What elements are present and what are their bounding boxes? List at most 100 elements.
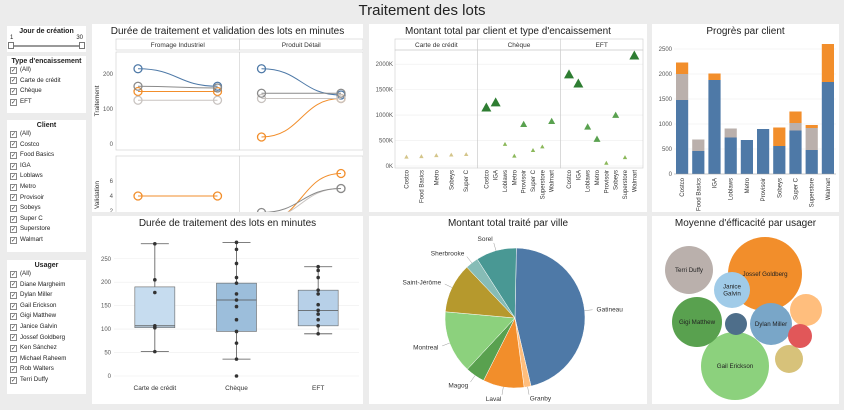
client-filter-item[interactable]: ✓ Provisoir [7, 193, 86, 204]
dumbbell-point [336, 183, 346, 194]
x-tick-label: Costco [680, 177, 686, 196]
progress-title: Progrès par client [706, 26, 785, 37]
user-filter-item[interactable]: ✓ Michael Raheem [7, 354, 86, 365]
checkbox-icon[interactable]: ✓ [10, 204, 17, 212]
amount-marker [604, 160, 609, 165]
payment-filter-item[interactable]: ✓ Carte de crédit [7, 76, 86, 87]
progress-bar-segment [676, 62, 689, 74]
x-tick-label: Costco [484, 169, 490, 188]
user-filter-item[interactable]: ✓ Jossef Goldberg [7, 333, 86, 344]
checkbox-icon[interactable]: ✓ [10, 334, 17, 342]
client-filter-label: (All) [20, 130, 31, 137]
progress-bar-segment [789, 111, 802, 123]
user-bubble-label: Terri Duffy [675, 267, 704, 274]
client-filter-item[interactable]: ✓ IGA [7, 161, 86, 172]
column-header [239, 38, 363, 51]
progress-bar-segment [805, 150, 818, 174]
y-tick-label: 500 [662, 147, 673, 153]
checkbox-icon[interactable]: ✓ [10, 291, 17, 299]
checkbox-icon[interactable]: ✓ [10, 313, 17, 321]
client-filter-label: Metro [20, 182, 36, 190]
box-point [234, 281, 239, 285]
progress-bar-segment [724, 137, 737, 174]
checkbox-icon[interactable]: ✓ [10, 173, 17, 181]
user-filter-label: Jossef Goldberg [20, 333, 66, 341]
client-filter-item[interactable]: ✓ Metro [7, 182, 86, 193]
user-bubble-label: Gigi Matthew [679, 319, 716, 326]
payment-filter-item[interactable]: ✓ Chèque [7, 86, 86, 97]
client-filter-item[interactable]: ✓ Walmart [7, 235, 86, 246]
checkbox-icon[interactable]: ✓ [10, 151, 17, 159]
dumbbell-point [133, 64, 143, 74]
payment-filter-item[interactable]: ✓ EFT [7, 97, 86, 108]
client-filter-item[interactable]: ✓ Super C [7, 214, 86, 225]
pie-slice [514, 247, 586, 387]
column-frame [394, 49, 478, 169]
user-filter-item[interactable]: ✓ (All) [7, 269, 86, 280]
checkbox-icon[interactable]: ✓ [10, 141, 17, 149]
day-slider[interactable]: 1 30 [7, 35, 86, 49]
checkbox-icon[interactable]: ✓ [10, 281, 17, 289]
dumbbell-line [287, 173, 342, 212]
user-filter-item[interactable]: ✓ Janice Galvin [7, 322, 86, 333]
checkbox-icon[interactable]: ✓ [10, 77, 17, 85]
amount-chart: 0K 500K 1000K 1500K 2000K Carte de crédit Cost… [376, 38, 644, 203]
user-filter-item[interactable]: ✓ Gigi Matthew [7, 311, 86, 322]
x-tick-label: Metro [434, 169, 440, 185]
day-slider-handle-end[interactable] [79, 42, 85, 49]
box-point [316, 268, 320, 273]
checkbox-icon[interactable]: ✓ [10, 66, 17, 74]
progress-bar-segment [708, 80, 721, 174]
x-tick-label: Provisoir [761, 178, 767, 201]
day-slider-handle-start[interactable] [8, 42, 14, 49]
checkbox-icon[interactable]: ✓ [10, 183, 17, 191]
user-bubble-label: Janice [723, 284, 741, 291]
checkbox-icon[interactable]: ✓ [10, 366, 17, 374]
pie-label-leader [466, 256, 473, 264]
checkbox-icon[interactable]: ✓ [10, 87, 17, 95]
client-filter-item[interactable]: ✓ Loblaws [7, 171, 86, 182]
client-filter-item[interactable]: ✓ Food Basics [7, 150, 86, 161]
client-filter-label: Loblaws [20, 172, 43, 180]
client-filter-item[interactable]: ✓ Superstore [7, 224, 86, 235]
dumbbell-point [256, 64, 267, 74]
checkbox-icon[interactable]: ✓ [10, 194, 17, 202]
client-filter-item[interactable]: ✓ Costco [7, 140, 86, 151]
user-filter-item[interactable]: ✓ Diane Margheim [7, 280, 86, 291]
amount-marker [520, 120, 528, 128]
payment-filter-item[interactable]: ✓ (All) [7, 65, 86, 76]
dumbbell-line [137, 85, 218, 89]
user-filter-item[interactable]: ✓ Ken Sánchez [7, 343, 86, 354]
pie-label-leader [493, 242, 497, 251]
user-filter-item[interactable]: ✓ Rob Walters [7, 364, 86, 375]
checkbox-icon[interactable]: ✓ [10, 355, 17, 363]
y-tick-label: 0 [110, 142, 114, 148]
checkbox-icon[interactable]: ✓ [10, 344, 17, 352]
dumbbell-point [212, 95, 223, 105]
checkbox-icon[interactable]: ✓ [10, 226, 17, 234]
checkbox-icon[interactable]: ✓ [10, 162, 17, 170]
x-tick-label: Provisoir [522, 170, 528, 193]
client-filter-item[interactable]: ✓ Sobeys [7, 203, 86, 214]
checkbox-icon[interactable]: ✓ [10, 236, 17, 244]
client-filter-label: Walmart [20, 235, 43, 243]
checkbox-icon[interactable]: ✓ [10, 270, 17, 278]
filter-user-title: Usager [34, 262, 59, 269]
pie-title: Montant total traité par ville [447, 218, 569, 229]
client-filter-item[interactable]: ✓ (All) [7, 129, 86, 140]
checkbox-icon[interactable]: ✓ [10, 323, 17, 331]
user-filter-item[interactable]: ✓ Dylan Miller [7, 290, 86, 301]
checkbox-icon[interactable]: ✓ [10, 215, 17, 223]
checkbox-icon[interactable]: ✓ [10, 376, 17, 384]
user-filter-item[interactable]: ✓ Terri Duffy [7, 375, 86, 386]
dumbbell-line [261, 188, 342, 212]
checkbox-icon[interactable]: ✓ [10, 130, 17, 138]
checkbox-icon[interactable]: ✓ [10, 302, 17, 310]
checkbox-icon[interactable]: ✓ [10, 98, 17, 106]
y-tick-label: 0K [386, 164, 393, 170]
user-bubble-label: Galvin [723, 291, 741, 298]
x-tick-label: Loblaws [729, 178, 735, 200]
user-filter-item[interactable]: ✓ Gail Erickson [7, 301, 86, 312]
pie-label-leader [442, 342, 450, 347]
user-filter-label: Dylan Miller [20, 291, 53, 299]
